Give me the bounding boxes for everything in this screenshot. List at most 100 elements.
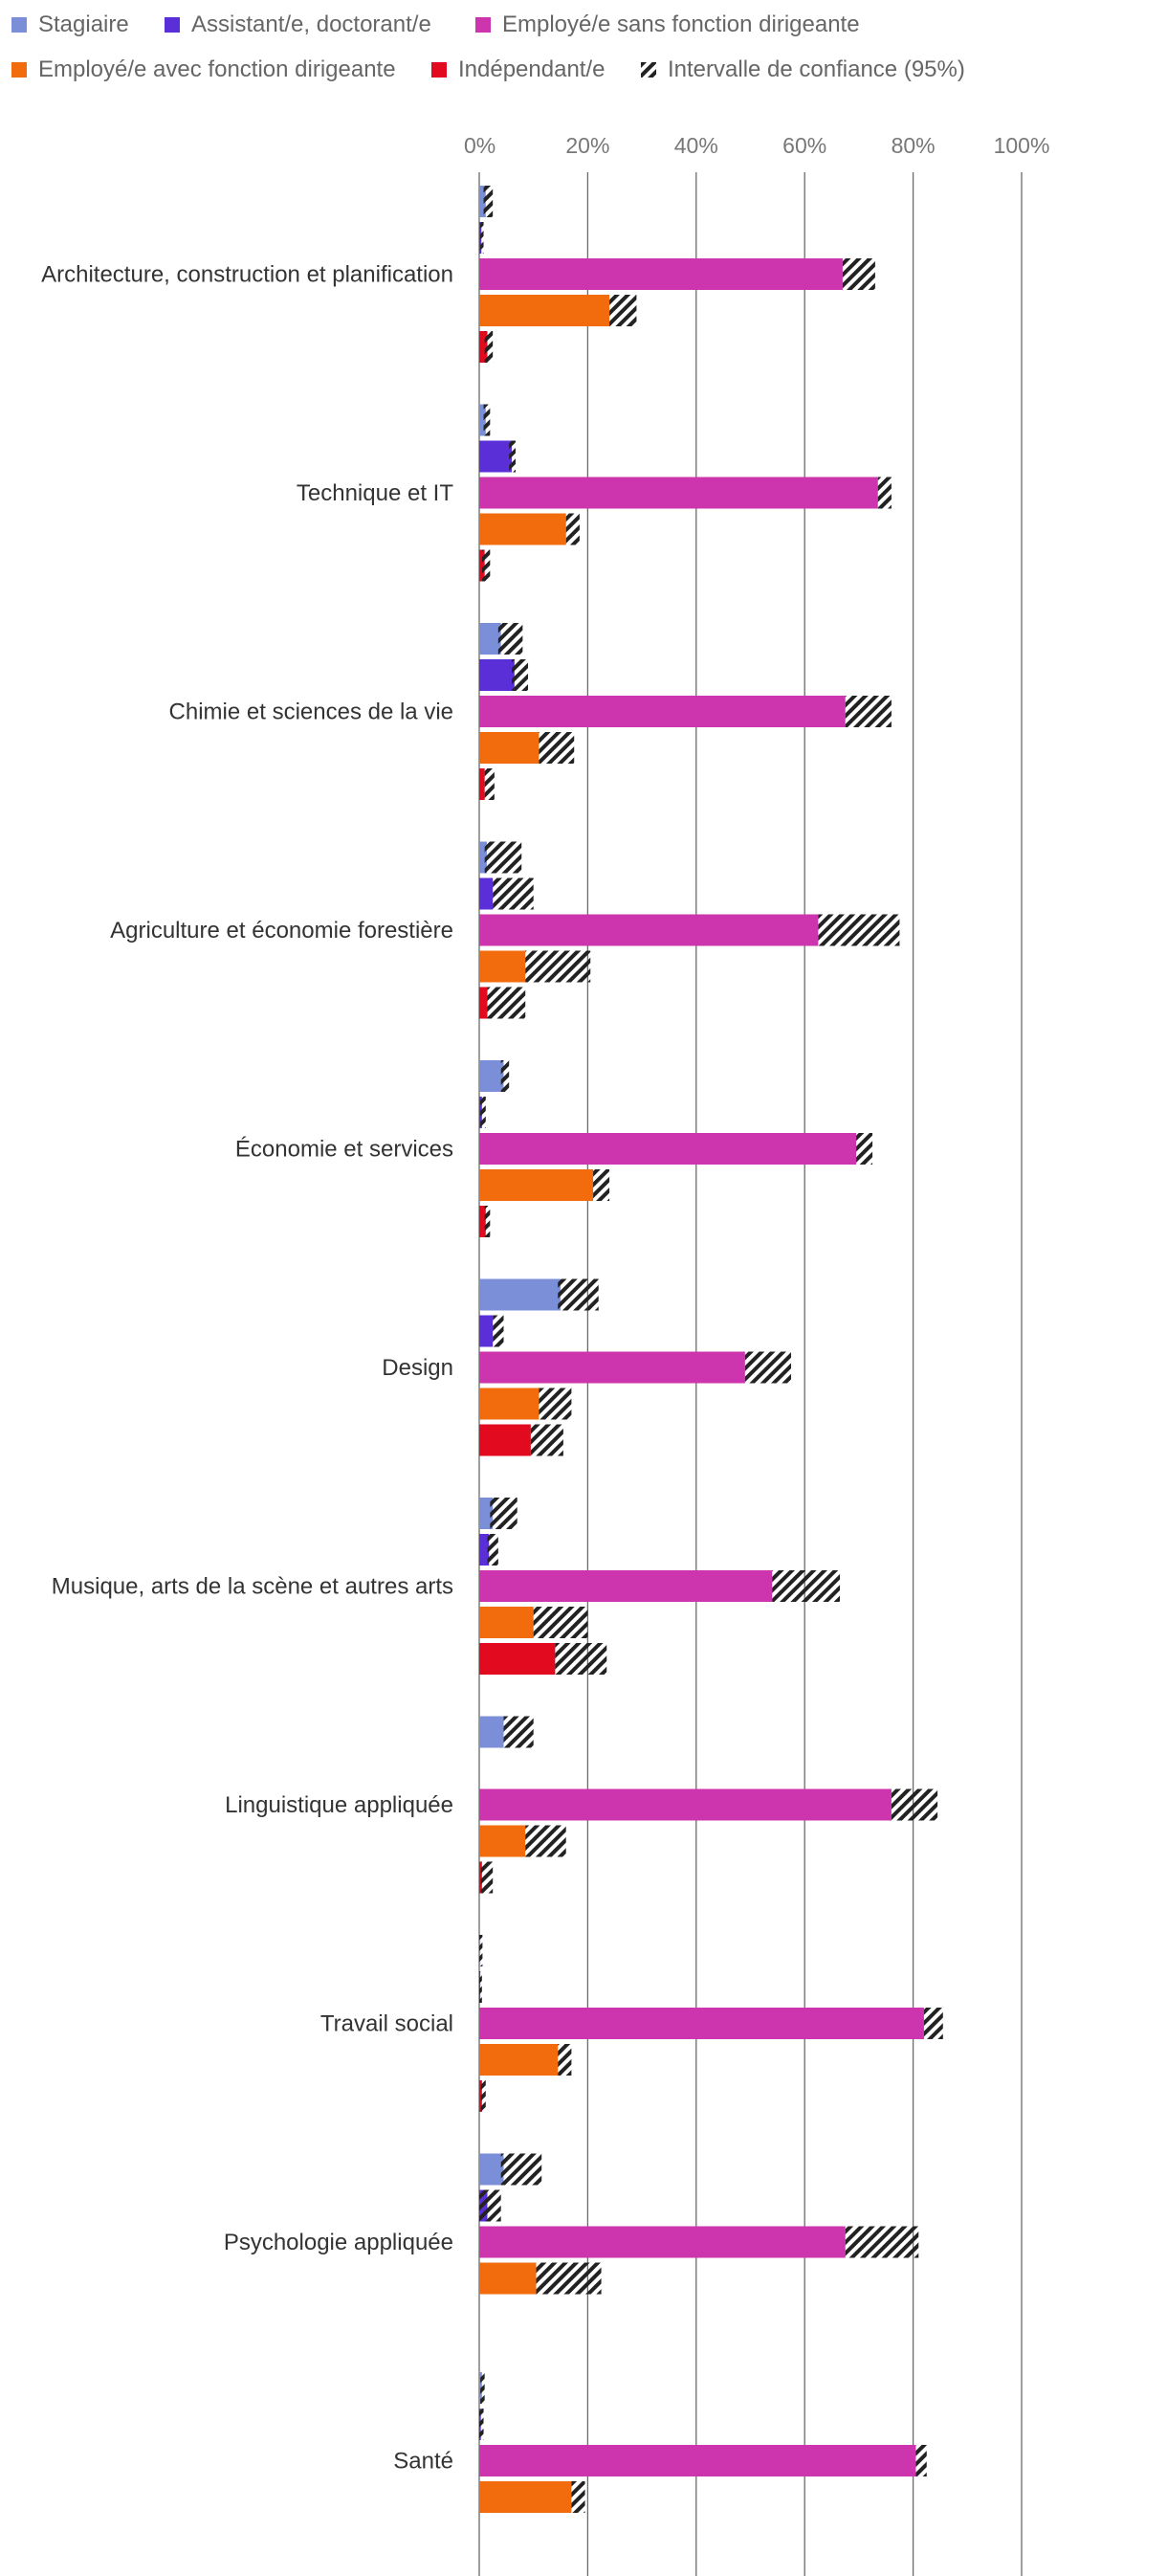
ci-assistant-e-doctorant-e-chimie-et-sciences-de-la-vie (512, 659, 529, 691)
bar-employe-e-sans-fonction-dirigeante-musique-arts-de-la-scene-et-autres-arts (479, 1570, 773, 1602)
legend-label-employe-e-sans-fonction-dirigeante: Employé/e sans fonction dirigeante (502, 11, 860, 37)
bar-employe-e-sans-fonction-dirigeante-agriculture-et-economie-forestiere (479, 914, 819, 946)
bar-employe-e-avec-fonction-dirigeante-musique-arts-de-la-scene-et-autres-arts (479, 1607, 534, 1638)
ci-assistant-e-doctorant-e-architecture-construction-et-planification (480, 222, 484, 254)
ci-independant-e-architecture-construction-et-planification (484, 331, 494, 363)
x-axis-tick-labels: 0% 20% 40% 60% 80% 100% (464, 133, 1049, 158)
ci-employe-e-sans-fonction-dirigeante-agriculture-et-economie-forestiere (818, 914, 900, 946)
bar-assistant-e-doctorant-e-technique-et-it (479, 440, 513, 473)
ci-employe-e-sans-fonction-dirigeante-psychologie-appliquee (845, 2226, 919, 2258)
category-label-technique-et-it: Technique et IT (297, 480, 453, 506)
ci-employe-e-sans-fonction-dirigeante-design (744, 1351, 792, 1384)
x-tick-label-20: 20% (565, 133, 609, 158)
bar-assistant-e-doctorant-e-design (479, 1315, 494, 1347)
ci-stagiaire-architecture-construction-et-planification (483, 186, 494, 217)
ci-employe-e-avec-fonction-dirigeante-economie-et-services (593, 1169, 610, 1201)
ci-assistant-e-doctorant-e-economie-et-services (480, 1097, 486, 1128)
bar-independant-e-design (479, 1424, 531, 1456)
ci-employe-e-sans-fonction-dirigeante-economie-et-services (856, 1133, 873, 1165)
bar-independant-e-agriculture-et-economie-forestiere (479, 987, 488, 1019)
ci-employe-e-sans-fonction-dirigeante-musique-arts-de-la-scene-et-autres-arts (772, 1570, 841, 1602)
x-tick-label-0: 0% (464, 133, 495, 158)
ci-employe-e-sans-fonction-dirigeante-linguistique-appliquee (891, 1788, 938, 1821)
category-label-chimie-et-sciences-de-la-vie: Chimie et sciences de la vie (169, 700, 453, 725)
category-label-psychologie-appliquee: Psychologie appliquée (224, 2230, 453, 2255)
legend-swatch-independant-e (431, 62, 447, 78)
bar-employe-e-sans-fonction-dirigeante-psychologie-appliquee (479, 2226, 846, 2258)
bar-stagiaire-technique-et-it (479, 404, 486, 436)
ci-stagiaire-linguistique-appliquee (503, 1716, 534, 1748)
bar-employe-e-avec-fonction-dirigeante-economie-et-services (479, 1169, 594, 1201)
ci-assistant-e-doctorant-e-psychologie-appliquee (479, 2189, 501, 2222)
bar-employe-e-avec-fonction-dirigeante-linguistique-appliquee (479, 1825, 526, 1857)
bar-employe-e-avec-fonction-dirigeante-sante (479, 2481, 572, 2513)
bar-stagiaire-economie-et-services (479, 1060, 504, 1092)
ci-independant-e-economie-et-services (484, 1206, 491, 1237)
ci-assistant-e-doctorant-e-sante (479, 2409, 484, 2440)
bar-independant-e-chimie-et-sciences-de-la-vie (479, 768, 485, 800)
bar-employe-e-avec-fonction-dirigeante-psychologie-appliquee (479, 2262, 537, 2295)
ci-independant-e-travail-social (480, 2080, 486, 2112)
category-label-travail-social: Travail social (320, 2011, 453, 2037)
ci-stagiaire-economie-et-services (500, 1060, 510, 1092)
ci-employe-e-sans-fonction-dirigeante-sante (915, 2445, 927, 2476)
bar-stagiaire-architecture-construction-et-planification (479, 186, 486, 217)
ci-assistant-e-doctorant-e-agriculture-et-economie-forestiere (493, 877, 534, 910)
ci-employe-e-avec-fonction-dirigeante-design (539, 1388, 572, 1420)
bar-stagiaire-agriculture-et-economie-forestiere (479, 841, 487, 874)
legend-swatch-employe-e-avec-fonction-dirigeante (11, 62, 27, 78)
category-labels: Architecture, construction et planificat… (41, 262, 453, 2475)
category-label-linguistique-appliquee: Linguistique appliquée (225, 1792, 453, 1818)
bar-employe-e-sans-fonction-dirigeante-economie-et-services (479, 1133, 857, 1165)
bar-independant-e-musique-arts-de-la-scene-et-autres-arts (479, 1643, 556, 1675)
ci-assistant-e-doctorant-e-design (493, 1315, 504, 1347)
bar-employe-e-sans-fonction-dirigeante-linguistique-appliquee (479, 1788, 892, 1821)
bar-stagiaire-chimie-et-sciences-de-la-vie (479, 623, 501, 655)
bar-employe-e-sans-fonction-dirigeante-architecture-construction-et-planification (479, 258, 843, 290)
bar-stagiaire-psychologie-appliquee (479, 2153, 504, 2186)
category-label-musique-arts-de-la-scene-et-autres-arts: Musique, arts de la scène et autres arts (52, 1574, 453, 1600)
bar-employe-e-avec-fonction-dirigeante-travail-social (479, 2044, 559, 2076)
ci-independant-e-agriculture-et-economie-forestiere (487, 987, 526, 1019)
legend-swatch-intervalle-de-confiance-95 (641, 62, 656, 78)
ci-independant-e-linguistique-appliquee (480, 1861, 494, 1894)
ci-employe-e-avec-fonction-dirigeante-architecture-construction-et-planification (609, 295, 637, 326)
ci-stagiaire-musique-arts-de-la-scene-et-autres-arts (490, 1498, 517, 1529)
x-tick-label-100: 100% (994, 133, 1050, 158)
category-label-agriculture-et-economie-forestiere: Agriculture et économie forestière (110, 918, 453, 944)
legend-swatch-stagiaire (11, 17, 27, 33)
ci-independant-e-technique-et-it (481, 549, 491, 582)
category-label-economie-et-services: Économie et services (235, 1137, 453, 1163)
ci-employe-e-avec-fonction-dirigeante-musique-arts-de-la-scene-et-autres-arts (533, 1607, 588, 1638)
bar-employe-e-sans-fonction-dirigeante-sante (479, 2445, 916, 2476)
category-label-design: Design (382, 1355, 453, 1381)
ci-stagiaire-travail-social (479, 1935, 483, 1966)
x-tick-label-60: 60% (782, 133, 826, 158)
ci-stagiaire-agriculture-et-economie-forestiere (484, 841, 522, 874)
legend-label-independant-e: Indépendant/e (458, 56, 605, 82)
bar-independant-e-linguistique-appliquee (479, 1861, 482, 1894)
legend-label-stagiaire: Stagiaire (38, 11, 129, 37)
x-tick-label-80: 80% (892, 133, 936, 158)
ci-stagiaire-sante (480, 2372, 485, 2404)
bar-employe-e-avec-fonction-dirigeante-architecture-construction-et-planification (479, 295, 610, 326)
legend-swatch-employe-e-sans-fonction-dirigeante (475, 17, 491, 33)
ci-employe-e-avec-fonction-dirigeante-sante (571, 2481, 585, 2513)
bar-stagiaire-linguistique-appliquee (479, 1716, 504, 1748)
ci-employe-e-avec-fonction-dirigeante-travail-social (558, 2044, 572, 2076)
bar-employe-e-sans-fonction-dirigeante-technique-et-it (479, 477, 878, 509)
legend-label-employe-e-avec-fonction-dirigeante: Employé/e avec fonction dirigeante (38, 56, 396, 82)
ci-employe-e-avec-fonction-dirigeante-chimie-et-sciences-de-la-vie (539, 732, 575, 764)
bar-assistant-e-doctorant-e-chimie-et-sciences-de-la-vie (479, 659, 515, 691)
ci-employe-e-avec-fonction-dirigeante-agriculture-et-economie-forestiere (525, 950, 591, 983)
bar-employe-e-sans-fonction-dirigeante-design (479, 1351, 745, 1384)
ci-independant-e-chimie-et-sciences-de-la-vie (484, 768, 495, 800)
ci-stagiaire-chimie-et-sciences-de-la-vie (497, 623, 523, 655)
bar-stagiaire-design (479, 1278, 561, 1311)
legend-label-assistant-e-doctorant-e: Assistant/e, doctorant/e (191, 11, 431, 37)
ci-assistant-e-doctorant-e-travail-social (479, 1971, 482, 2003)
ci-employe-e-avec-fonction-dirigeante-technique-et-it (565, 513, 580, 545)
bars (479, 186, 943, 2513)
category-label-architecture-construction-et-planification: Architecture, construction et planificat… (41, 262, 453, 288)
